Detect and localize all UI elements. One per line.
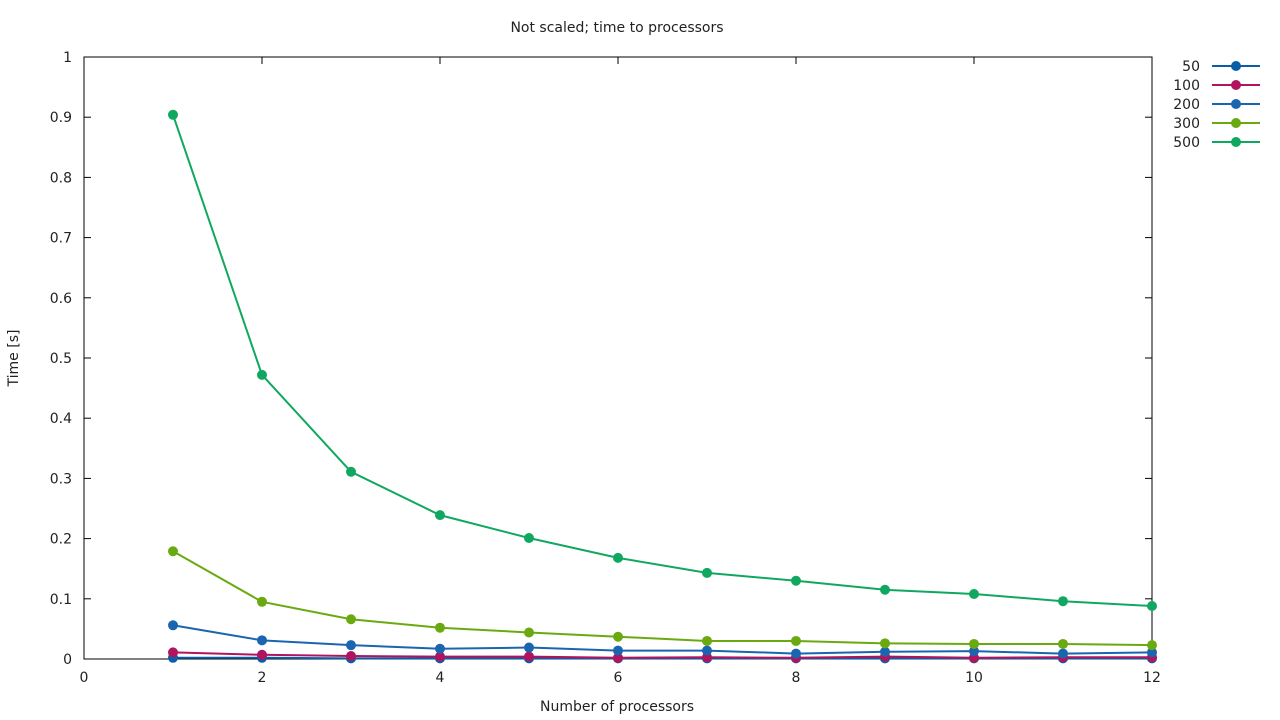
series-line bbox=[172, 624, 1153, 655]
data-point bbox=[702, 567, 712, 578]
data-point bbox=[435, 643, 445, 654]
legend-label: 200 bbox=[1173, 97, 1200, 113]
data-point bbox=[791, 648, 801, 659]
series-line bbox=[172, 651, 1152, 659]
series-line bbox=[172, 550, 1153, 647]
data-point bbox=[346, 650, 356, 661]
data-point bbox=[257, 369, 267, 380]
data-point bbox=[524, 651, 534, 662]
x-tick-label: 2 bbox=[258, 670, 267, 686]
legend-marker bbox=[1231, 61, 1241, 71]
data-point bbox=[168, 546, 178, 557]
data-point bbox=[168, 109, 178, 120]
data-point bbox=[791, 635, 801, 646]
data-point bbox=[168, 620, 178, 631]
data-point bbox=[257, 596, 267, 607]
legend: 50 100 200 300 500 bbox=[1173, 59, 1260, 151]
data-point bbox=[880, 646, 890, 657]
data-point bbox=[613, 652, 623, 663]
data-point bbox=[969, 646, 979, 657]
y-tick-label: 0.1 bbox=[50, 592, 72, 608]
series-500 bbox=[168, 109, 1157, 612]
data-point bbox=[257, 649, 267, 660]
data-point bbox=[1147, 601, 1157, 612]
data-point bbox=[969, 638, 979, 649]
data-point bbox=[1058, 596, 1068, 607]
x-tick-label: 6 bbox=[614, 670, 623, 686]
legend-label: 500 bbox=[1173, 135, 1200, 151]
data-point bbox=[702, 635, 712, 646]
y-tick-label: 0.2 bbox=[50, 532, 72, 548]
y-tick-label: 0.4 bbox=[50, 411, 72, 427]
legend-label: 100 bbox=[1173, 78, 1200, 94]
data-point bbox=[346, 466, 356, 477]
data-point bbox=[168, 647, 178, 658]
x-tick-label: 0 bbox=[80, 670, 89, 686]
y-tick-label: 1 bbox=[63, 50, 72, 66]
legend-label: 300 bbox=[1173, 116, 1200, 132]
data-point bbox=[880, 638, 890, 649]
y-tick-label: 0.7 bbox=[50, 231, 72, 247]
y-tick-label: 0.5 bbox=[50, 351, 72, 367]
data-point bbox=[524, 642, 534, 653]
x-tick-label: 8 bbox=[792, 670, 801, 686]
y-tick-label: 0 bbox=[63, 652, 72, 668]
data-point bbox=[346, 640, 356, 651]
series-200 bbox=[168, 620, 1157, 659]
axis-ticks: 00.10.20.30.40.50.60.70.80.910 2 4 6 8 10 12 bbox=[50, 50, 1161, 686]
legend-marker bbox=[1231, 137, 1241, 147]
data-point bbox=[435, 510, 445, 521]
legend-label: 50 bbox=[1182, 59, 1200, 75]
data-point bbox=[1147, 647, 1157, 658]
data-point bbox=[702, 645, 712, 656]
series-line bbox=[172, 114, 1153, 608]
series-300 bbox=[168, 546, 1157, 651]
data-point bbox=[613, 552, 623, 563]
data-point bbox=[1058, 648, 1068, 659]
data-point bbox=[791, 575, 801, 586]
data-point bbox=[613, 645, 623, 656]
legend-marker bbox=[1231, 99, 1241, 109]
chart-title: Not scaled; time to processors bbox=[510, 20, 723, 36]
x-tick-label: 12 bbox=[1143, 670, 1161, 686]
series-layer bbox=[168, 109, 1157, 664]
data-point bbox=[524, 532, 534, 543]
y-tick-label: 0.9 bbox=[50, 110, 72, 126]
legend-marker bbox=[1231, 118, 1241, 128]
y-tick-label: 0.8 bbox=[50, 170, 72, 186]
x-axis-label: Number of processors bbox=[540, 699, 694, 715]
data-point bbox=[613, 631, 623, 642]
data-point bbox=[257, 635, 267, 646]
data-point bbox=[880, 584, 890, 595]
x-tick-label: 10 bbox=[965, 670, 983, 686]
y-axis-label: Time [s] bbox=[6, 330, 22, 388]
y-tick-label: 0.6 bbox=[50, 291, 72, 307]
data-point bbox=[435, 622, 445, 633]
data-point bbox=[435, 651, 445, 662]
data-point bbox=[969, 588, 979, 599]
data-point bbox=[346, 614, 356, 625]
x-tick-label: 4 bbox=[436, 670, 445, 686]
plot-frame bbox=[83, 56, 1153, 660]
y-tick-label: 0.3 bbox=[50, 471, 72, 487]
data-point bbox=[1147, 640, 1157, 651]
legend-marker bbox=[1231, 80, 1241, 90]
data-point bbox=[1058, 638, 1068, 649]
data-point bbox=[524, 627, 534, 638]
